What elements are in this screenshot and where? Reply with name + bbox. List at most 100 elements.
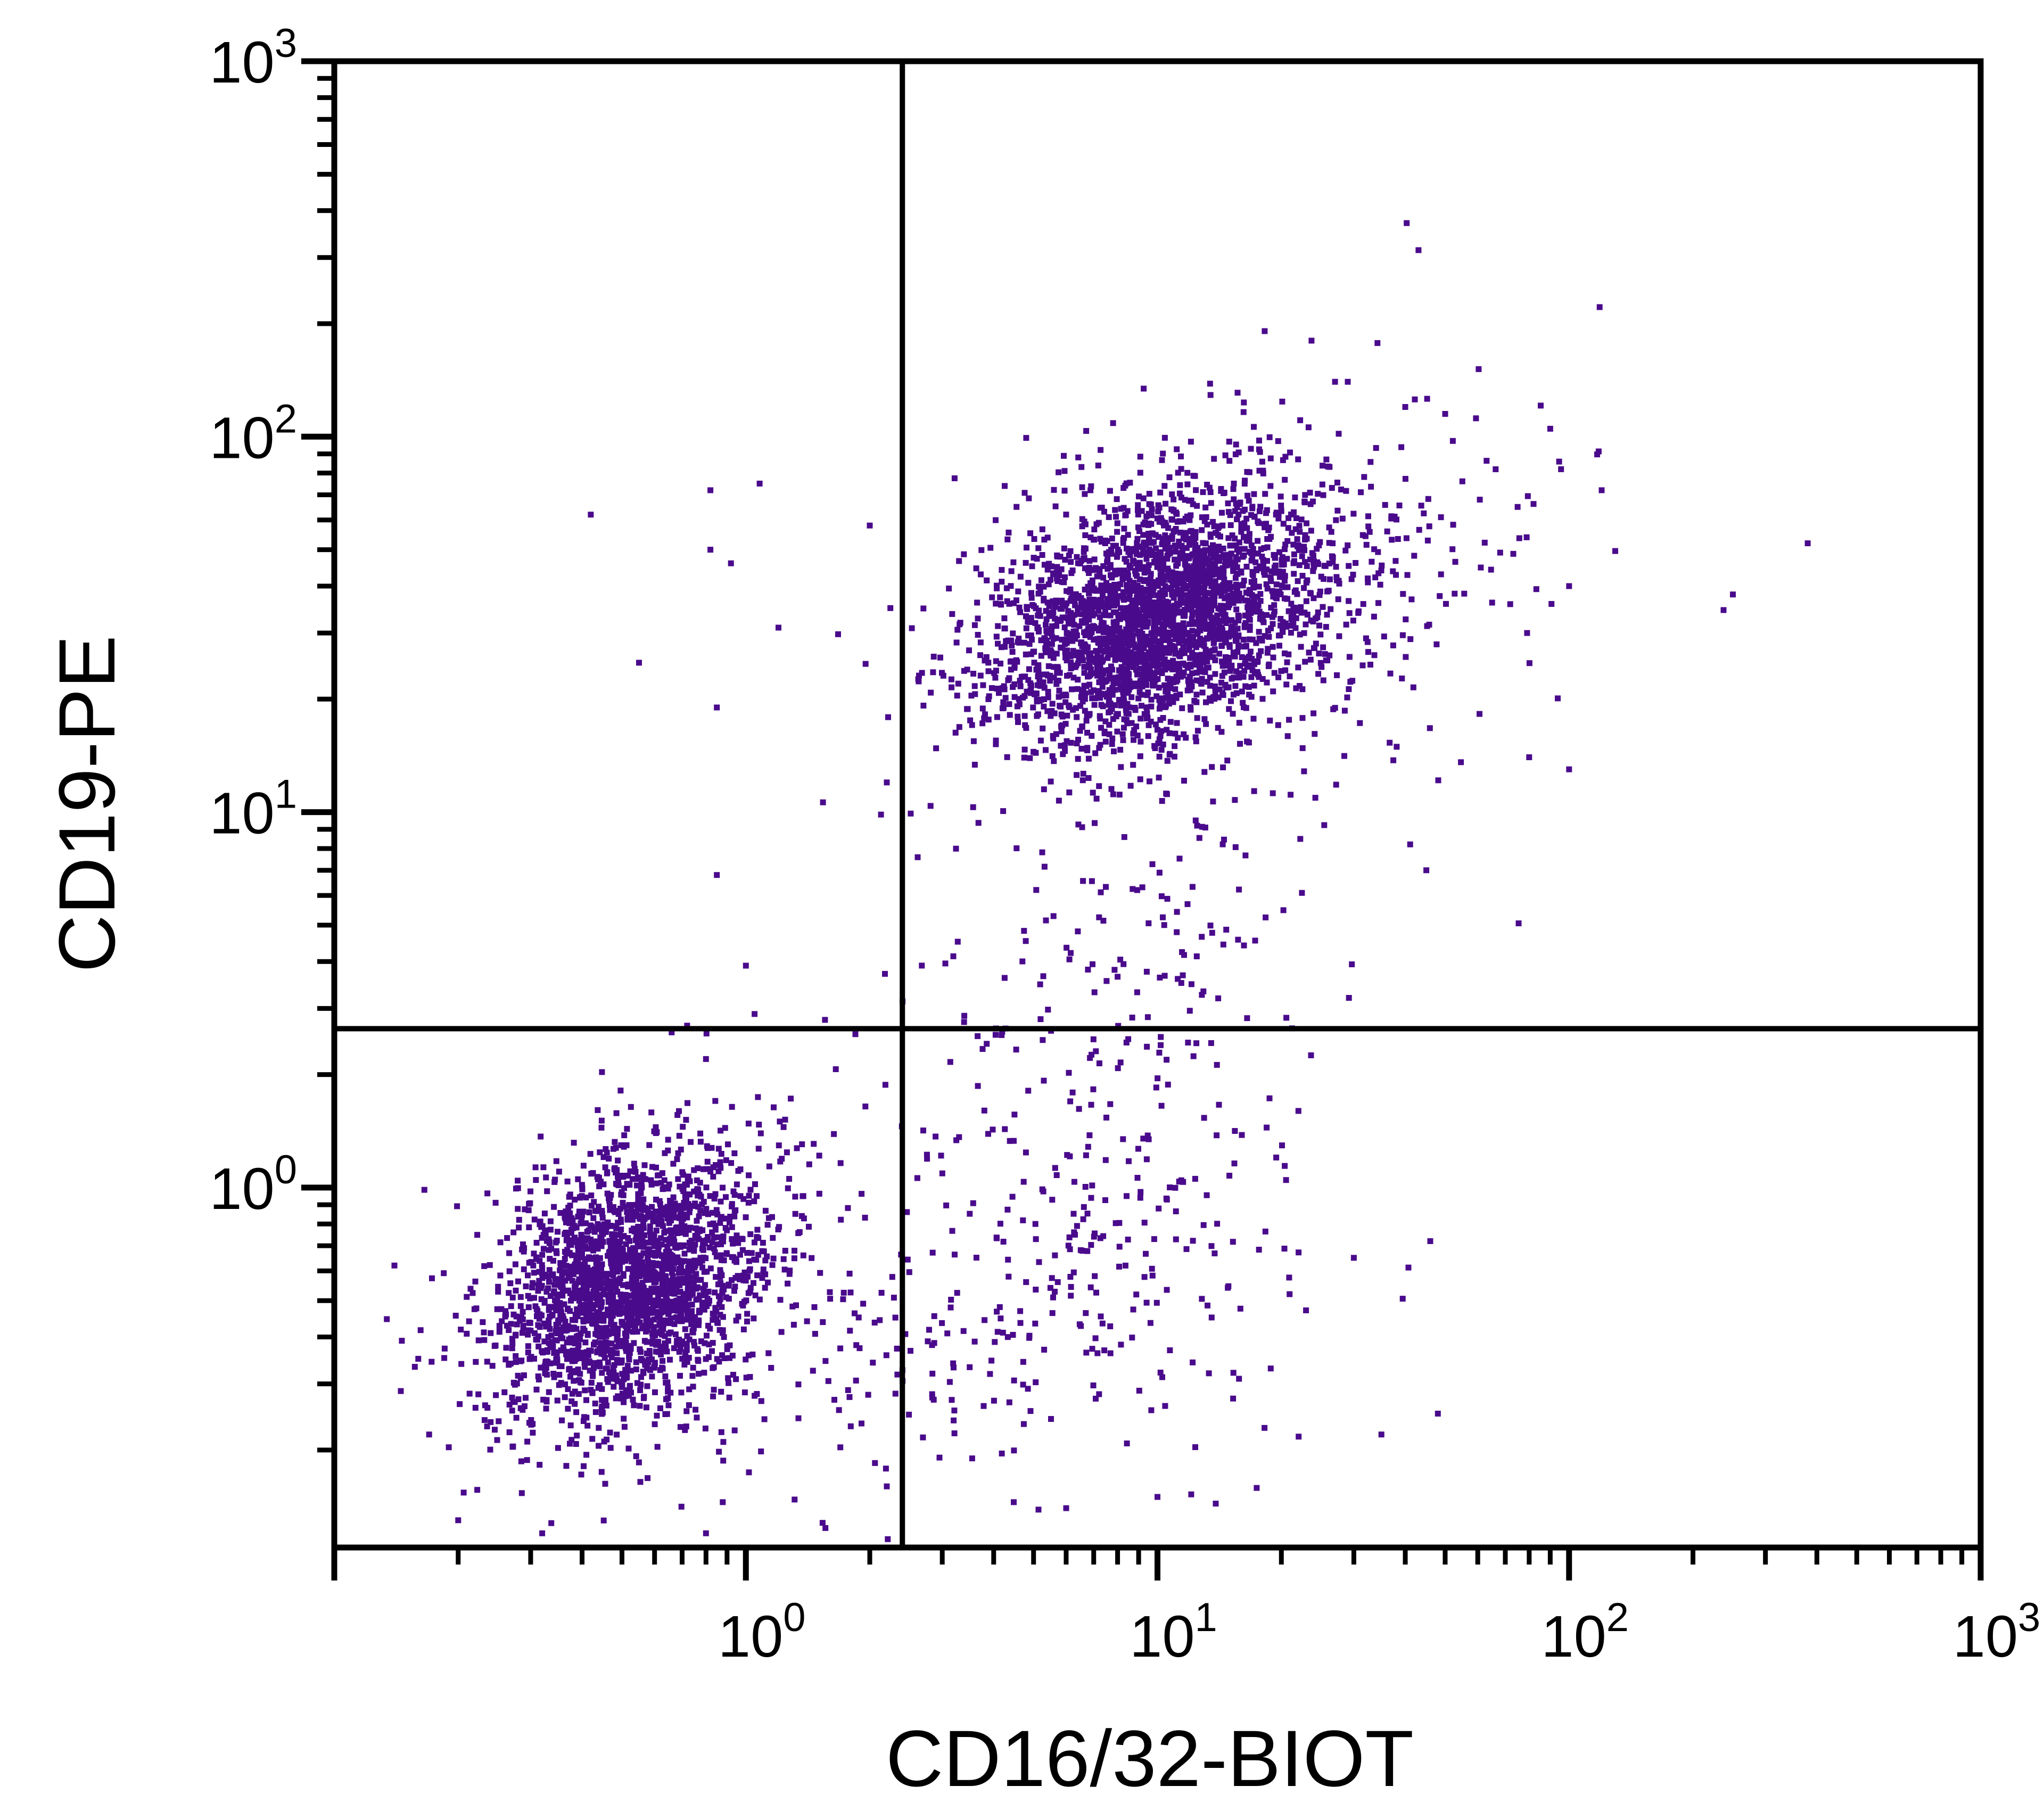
data-point (672, 1331, 679, 1338)
data-point (1122, 660, 1128, 666)
data-point (1107, 592, 1114, 598)
data-point (729, 1104, 735, 1110)
data-point (1082, 565, 1088, 571)
data-point (1230, 711, 1236, 717)
data-point (606, 1239, 613, 1245)
data-point (1028, 632, 1034, 639)
data-point (677, 1346, 683, 1352)
data-point (1136, 576, 1143, 582)
data-point (1180, 620, 1186, 627)
data-point (1170, 699, 1176, 705)
data-point (645, 1248, 652, 1254)
data-point (1210, 602, 1217, 608)
data-point (1209, 572, 1216, 578)
data-point (537, 1219, 543, 1225)
data-point (1271, 670, 1278, 676)
data-point (541, 1320, 547, 1327)
data-point (1308, 617, 1314, 623)
data-point (1027, 755, 1033, 761)
data-point (1478, 564, 1484, 571)
data-point (746, 1192, 752, 1199)
data-point (686, 1386, 693, 1393)
data-point (1182, 598, 1188, 605)
data-point (653, 1228, 660, 1234)
data-point (1291, 558, 1297, 564)
data-point (687, 1258, 693, 1265)
data-point (1189, 604, 1194, 610)
data-point (660, 1298, 666, 1304)
data-point (631, 1297, 638, 1303)
data-point (785, 1185, 791, 1191)
data-point (1193, 598, 1199, 604)
data-point (636, 1309, 642, 1315)
data-point (1259, 637, 1265, 644)
data-point (473, 1359, 479, 1365)
data-point (657, 1216, 663, 1222)
data-point (1226, 556, 1233, 563)
data-point (998, 601, 1004, 607)
data-point (1097, 742, 1103, 748)
data-point (666, 1252, 672, 1258)
data-point (599, 1370, 605, 1376)
data-point (1132, 705, 1138, 711)
data-point (1256, 438, 1262, 443)
data-point (611, 1384, 617, 1390)
data-point (1201, 582, 1208, 588)
data-point (1211, 456, 1217, 462)
data-point (1202, 578, 1208, 583)
data-point (1039, 849, 1045, 855)
data-point (573, 1295, 579, 1301)
data-point (1002, 695, 1009, 701)
data-point (664, 1258, 670, 1265)
data-point (1184, 513, 1190, 520)
data-point (1046, 613, 1052, 619)
data-point (1235, 618, 1242, 624)
data-point (653, 1261, 659, 1267)
data-point (1172, 579, 1177, 586)
data-point (1235, 633, 1241, 640)
data-point (641, 1162, 648, 1168)
data-point (607, 1256, 614, 1262)
data-point (751, 1280, 756, 1286)
data-point (1105, 690, 1111, 697)
data-point (1348, 576, 1355, 582)
data-point (651, 1279, 657, 1286)
data-point (679, 1279, 686, 1286)
data-point (1075, 611, 1081, 617)
data-point (1202, 540, 1209, 547)
data-point (648, 1177, 654, 1183)
data-point (658, 1235, 664, 1241)
data-point (565, 1405, 571, 1412)
data-point (557, 1267, 563, 1273)
data-point (717, 1159, 723, 1165)
data-point (1132, 613, 1138, 620)
data-point (504, 1322, 510, 1329)
data-point (554, 1330, 561, 1337)
data-point (1163, 573, 1169, 579)
data-point (1081, 629, 1087, 636)
data-point (652, 1299, 658, 1306)
data-point (1319, 481, 1325, 488)
data-point (1292, 494, 1298, 500)
data-point (521, 1266, 527, 1272)
data-point (1110, 791, 1116, 797)
data-point (565, 1305, 571, 1312)
data-point (1163, 542, 1169, 548)
data-point (637, 1403, 643, 1409)
data-point (578, 1471, 584, 1478)
data-point (619, 1343, 625, 1349)
data-point (615, 1326, 621, 1332)
data-point (572, 1284, 578, 1290)
data-point (1412, 396, 1418, 402)
data-point (1259, 554, 1265, 559)
data-point (706, 1341, 712, 1347)
data-point (1157, 703, 1164, 709)
data-point (1244, 469, 1250, 475)
data-point (1045, 689, 1051, 695)
data-point (726, 1380, 732, 1386)
data-point (1164, 556, 1171, 562)
data-point (1408, 596, 1415, 603)
data-point (646, 1142, 653, 1148)
data-point (1230, 600, 1237, 606)
data-point (608, 1347, 615, 1353)
